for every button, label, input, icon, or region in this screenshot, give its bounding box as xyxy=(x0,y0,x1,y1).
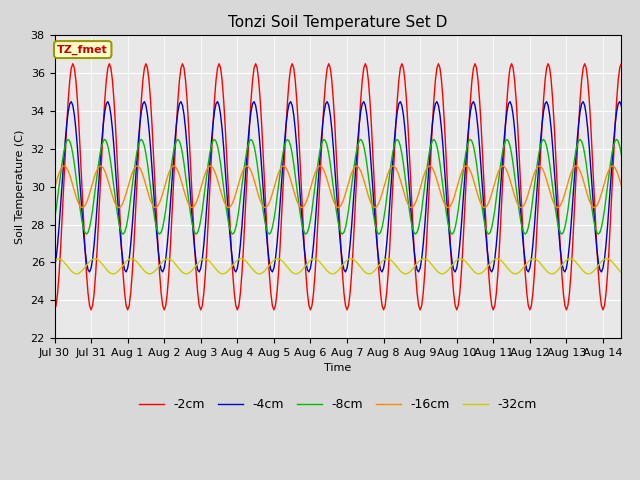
-8cm xyxy=(461,160,468,166)
-32cm xyxy=(636,257,640,263)
Line: -32cm: -32cm xyxy=(54,259,639,274)
-16cm xyxy=(78,204,86,210)
-2cm xyxy=(362,61,369,67)
Y-axis label: Soil Temperature (C): Soil Temperature (C) xyxy=(15,130,25,244)
Line: -8cm: -8cm xyxy=(54,140,639,234)
-4cm xyxy=(294,165,302,171)
-4cm xyxy=(363,112,371,118)
-16cm xyxy=(442,204,450,209)
Text: TZ_fmet: TZ_fmet xyxy=(58,45,108,55)
-8cm xyxy=(83,231,90,237)
-8cm xyxy=(51,217,58,223)
-16cm xyxy=(60,163,67,169)
-2cm xyxy=(459,245,467,251)
-16cm xyxy=(106,182,113,188)
-8cm xyxy=(363,161,371,167)
-2cm xyxy=(69,61,77,67)
-32cm xyxy=(54,256,61,262)
-4cm xyxy=(104,99,112,105)
-32cm xyxy=(461,257,468,263)
-2cm xyxy=(636,307,640,312)
-2cm xyxy=(51,307,58,312)
-2cm xyxy=(441,122,449,128)
-4cm xyxy=(461,180,468,186)
-4cm xyxy=(442,187,450,193)
-4cm xyxy=(86,269,93,275)
-2cm xyxy=(104,65,112,71)
-4cm xyxy=(636,265,640,271)
-8cm xyxy=(636,217,640,223)
Line: -2cm: -2cm xyxy=(54,64,639,310)
-32cm xyxy=(51,257,58,263)
-4cm xyxy=(51,265,58,271)
-8cm xyxy=(442,208,450,214)
-8cm xyxy=(65,137,72,143)
-2cm xyxy=(293,97,301,103)
-4cm xyxy=(65,108,72,114)
-16cm xyxy=(294,201,302,207)
-16cm xyxy=(51,185,58,191)
-32cm xyxy=(72,271,80,276)
-4cm xyxy=(250,99,258,105)
-16cm xyxy=(636,185,640,191)
-16cm xyxy=(66,172,74,178)
-32cm xyxy=(106,269,113,275)
-32cm xyxy=(363,270,371,276)
-16cm xyxy=(461,164,468,170)
-8cm xyxy=(106,151,113,156)
Line: -4cm: -4cm xyxy=(54,102,639,272)
-16cm xyxy=(363,188,371,193)
-2cm xyxy=(65,97,72,103)
-32cm xyxy=(66,266,74,272)
-8cm xyxy=(294,197,302,203)
Title: Tonzi Soil Temperature Set D: Tonzi Soil Temperature Set D xyxy=(228,15,447,30)
-32cm xyxy=(294,270,302,276)
X-axis label: Time: Time xyxy=(324,363,351,373)
Legend: -2cm, -4cm, -8cm, -16cm, -32cm: -2cm, -4cm, -8cm, -16cm, -32cm xyxy=(134,393,542,416)
-32cm xyxy=(442,269,450,275)
-8cm xyxy=(66,138,74,144)
Line: -16cm: -16cm xyxy=(54,166,639,207)
